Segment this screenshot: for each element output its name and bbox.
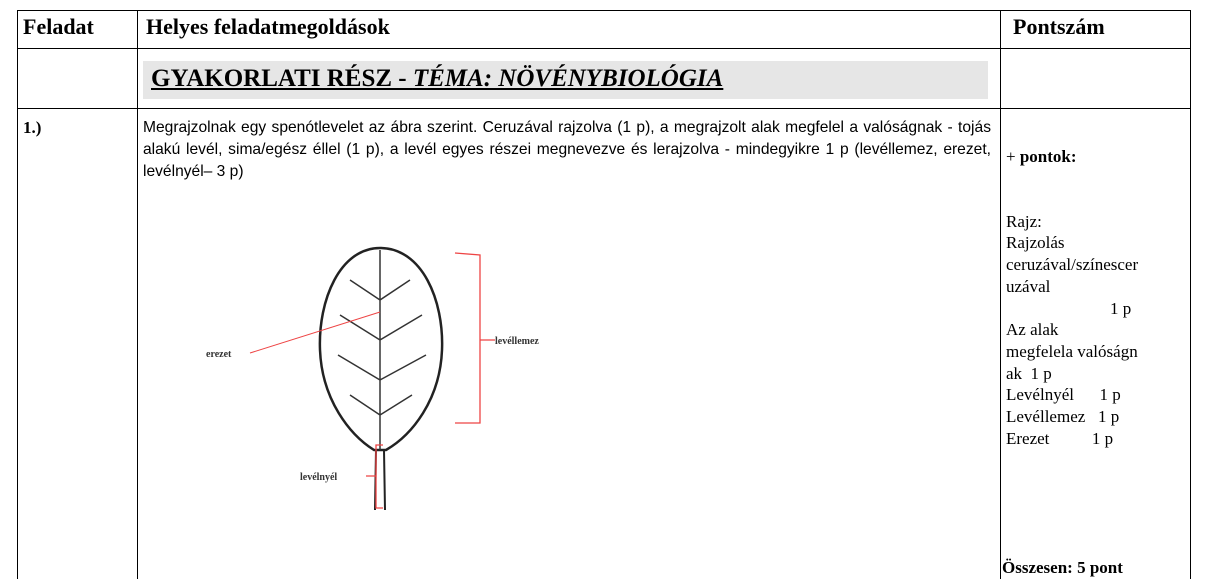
border <box>17 10 18 579</box>
border <box>17 10 1191 11</box>
header-cell: Feladat <box>23 14 94 39</box>
points-line: 1 p <box>1110 298 1132 318</box>
points-lines: Rajz: Rajzolás ceruzával/színescer uzával 1 … <box>1006 211 1190 450</box>
points-line: Rajzolás <box>1006 233 1065 253</box>
header-cell: Helyes feladatmegoldások <box>146 14 390 39</box>
points-sign: + <box>1006 147 1016 166</box>
points-line: Rajz: <box>1006 211 1042 231</box>
points-heading: pontok: <box>1019 147 1077 166</box>
figure-label: erezet <box>206 349 232 360</box>
points-line: Levélnyél 1 p <box>1006 385 1121 405</box>
figure-label: levéllemez <box>495 336 539 347</box>
points-line: Az alak <box>1006 320 1059 340</box>
points-line: megfelela valóságn <box>1006 341 1138 361</box>
section-banner: GYAKORLATI RÉSZ - TÉMA: NÖVÉNYBIOLÓGIA <box>143 61 988 99</box>
leaf-figure: erezet levéllemez levélnyél <box>206 246 539 511</box>
border <box>1190 10 1191 579</box>
task-description: Megrajzolnak egy spenótlevelet az ábra s… <box>143 119 991 180</box>
points-line: ceruzával/színescer <box>1006 255 1139 275</box>
section-title-italic: TÉMA: NÖVÉNYBIOLÓGIA <box>412 65 724 92</box>
points-line: Levéllemez 1 p <box>1006 407 1120 427</box>
section-title-plain: GYAKORLATI RÉSZ - <box>151 65 413 92</box>
border <box>17 48 1191 49</box>
section-title: GYAKORLATI RÉSZ - TÉMA: NÖVÉNYBIOLÓGIA <box>151 65 723 93</box>
points: + pontok: Rajz: Rajzolás ceruzával/színesc… <box>1006 146 1190 449</box>
border <box>137 10 138 579</box>
points-total: Összesen: 5 pont <box>1002 558 1123 577</box>
task-number: 1.) <box>23 118 42 137</box>
border <box>1000 10 1001 579</box>
points-line: uzával <box>1006 276 1051 296</box>
points-line: Erezet 1 p <box>1006 428 1114 448</box>
header-cell: Pontszám <box>1013 14 1105 39</box>
border <box>17 108 1191 109</box>
figure-label: levélnyél <box>300 472 337 483</box>
points-line: ak 1 p <box>1006 363 1052 383</box>
